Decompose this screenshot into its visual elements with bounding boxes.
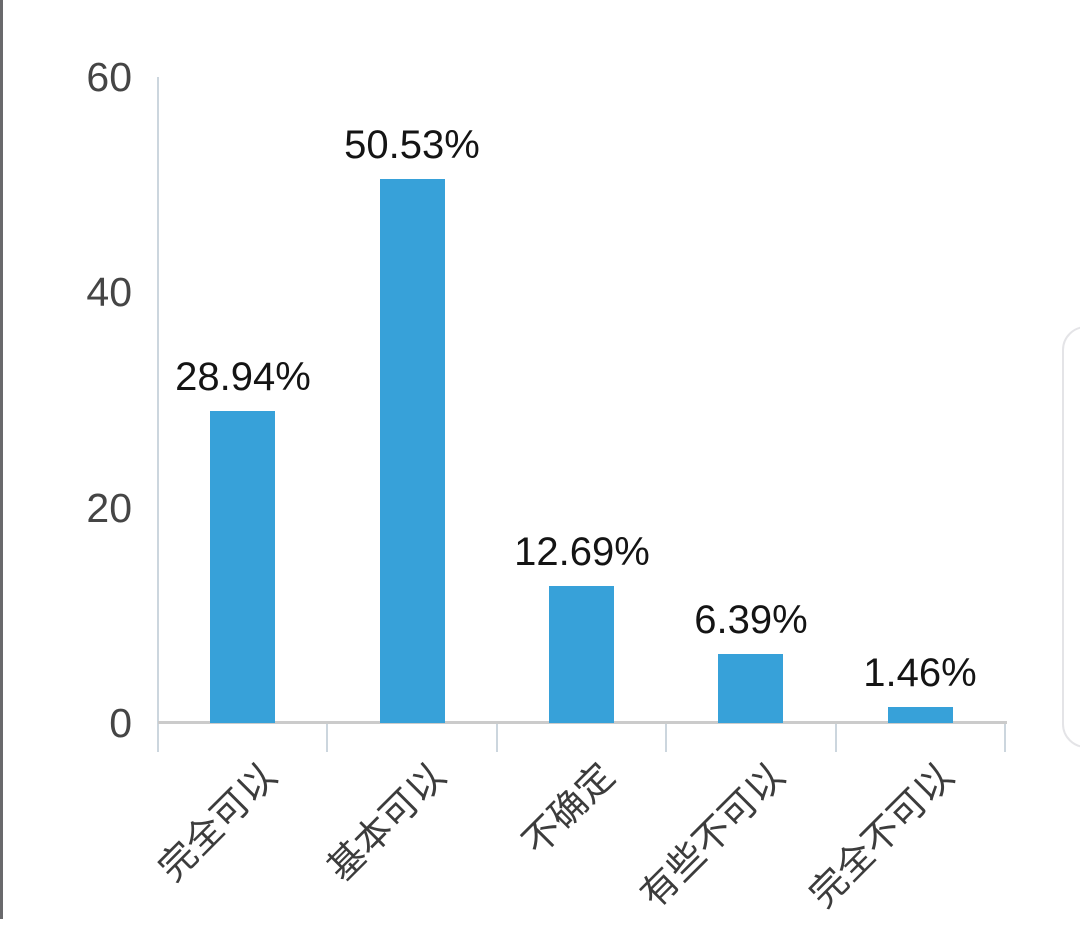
x-axis-category-label: 不确定 bbox=[514, 755, 623, 863]
bar[interactable] bbox=[549, 586, 614, 723]
bar[interactable] bbox=[210, 411, 275, 723]
x-axis-tick bbox=[326, 724, 328, 752]
x-axis-tick bbox=[1004, 724, 1006, 752]
side-panel-edge[interactable] bbox=[1062, 326, 1080, 748]
y-axis-tick-label: 60 bbox=[86, 54, 132, 100]
x-axis-tick bbox=[157, 724, 159, 752]
y-axis-tick-label: 0 bbox=[109, 700, 132, 746]
bar-value-label: 6.39% bbox=[694, 598, 808, 642]
window-left-border bbox=[0, 0, 3, 919]
bar-value-label: 50.53% bbox=[344, 123, 480, 167]
bar-value-label: 28.94% bbox=[175, 355, 311, 399]
x-axis-category-label: 完全不可以 bbox=[801, 755, 962, 916]
y-axis-line bbox=[157, 77, 159, 752]
y-axis-tick-label: 40 bbox=[86, 269, 132, 316]
x-axis-tick bbox=[835, 724, 837, 752]
y-axis-tick-label: 20 bbox=[86, 484, 132, 531]
bar[interactable] bbox=[718, 654, 783, 723]
bar[interactable] bbox=[888, 707, 953, 723]
bar[interactable] bbox=[380, 179, 445, 723]
x-axis-category-label: 有些不可以 bbox=[632, 755, 793, 916]
bar-value-label: 1.46% bbox=[863, 651, 977, 695]
x-axis-tick bbox=[496, 724, 498, 752]
x-axis-tick bbox=[665, 724, 667, 752]
x-axis-category-label: 基本可以 bbox=[319, 755, 454, 889]
bar-value-label: 12.69% bbox=[514, 530, 650, 574]
x-axis-category-label: 完全可以 bbox=[150, 755, 285, 889]
